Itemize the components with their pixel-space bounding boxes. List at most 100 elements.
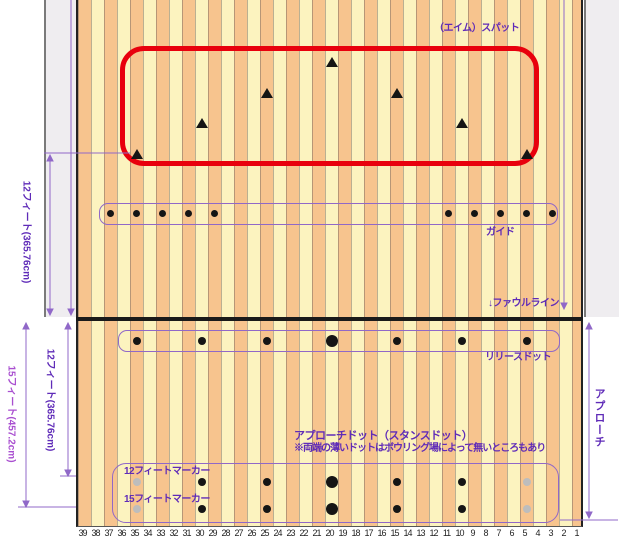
board-number: 38 — [91, 528, 100, 538]
stance-dot-15ft — [522, 505, 531, 513]
stance-dot-15ft — [197, 505, 206, 513]
stance-dot-12ft — [132, 478, 141, 486]
guide-dot — [471, 210, 478, 217]
stance-dot-15ft — [132, 505, 141, 513]
aim-spot-arrows-layer — [78, 0, 581, 317]
board-number: 6 — [509, 528, 514, 538]
guide-dots-box — [99, 203, 558, 225]
marker-12ft-label: 12フィートマーカー — [124, 466, 210, 477]
board-number: 37 — [104, 528, 113, 538]
board-number: 9 — [470, 528, 475, 538]
guide-dot — [185, 210, 192, 217]
approach-dots-note: ※両端の薄いドットはボウリング場によって無いところもあり — [294, 443, 546, 454]
release-dots-layer — [78, 321, 581, 526]
aim-spot-arrow — [130, 149, 143, 159]
board-number: 4 — [535, 528, 540, 538]
guide-dot — [497, 210, 504, 217]
guide-dot — [211, 210, 218, 217]
board-number: 2 — [561, 528, 566, 538]
board-number: 23 — [286, 528, 295, 538]
aim-spot-arrow — [390, 88, 403, 98]
foul-line-label: ↓ファウルライン — [488, 298, 560, 309]
guide-dot — [107, 210, 114, 217]
aim-spot-arrow — [195, 118, 208, 128]
stance-dot-12ft — [457, 478, 466, 486]
board-number: 10 — [455, 528, 464, 538]
guide-label: ガイド — [486, 227, 515, 238]
approach-surface: リリースドット アプローチドット（スタンスドット） ※両端の薄いドットはボウリン… — [76, 321, 583, 527]
guide-dot — [549, 210, 556, 217]
approach-measure-label: アプローチ — [593, 388, 605, 448]
board-number: 36 — [117, 528, 126, 538]
board-number: 26 — [247, 528, 256, 538]
release-dot — [197, 337, 206, 345]
board-number: 15 — [390, 528, 399, 538]
board-number: 24 — [273, 528, 282, 538]
board-number: 3 — [548, 528, 553, 538]
board-number: 29 — [208, 528, 217, 538]
board-number: 31 — [182, 528, 191, 538]
stance-dot-15ft — [325, 503, 338, 515]
guide-dot — [159, 210, 166, 217]
board-number: 30 — [195, 528, 204, 538]
release-dot — [325, 335, 338, 347]
guide-dot — [445, 210, 452, 217]
approach-15ft-measure-label: 15フィート(457.2cm) — [5, 365, 17, 463]
board-number: 7 — [496, 528, 501, 538]
guide-dot — [523, 210, 530, 217]
release-dots-box — [118, 330, 560, 352]
right-gutter — [584, 0, 619, 317]
aim-spots-box — [120, 46, 539, 166]
release-dots-label: リリースドット — [485, 352, 552, 363]
board-number: 5 — [522, 528, 527, 538]
aim-spot-arrow — [325, 57, 338, 67]
release-dot — [522, 337, 531, 345]
stance-dots-layer — [78, 321, 581, 526]
approach-dots-box — [112, 463, 559, 523]
board-number: 34 — [143, 528, 152, 538]
board-number: 1 — [574, 528, 579, 538]
release-dot — [392, 337, 401, 345]
board-number: 32 — [169, 528, 178, 538]
board-number: 8 — [483, 528, 488, 538]
guide-dot — [133, 210, 140, 217]
left-gutter — [44, 0, 76, 317]
board-number: 14 — [403, 528, 412, 538]
board-numbers-row: 39 38 37 36 35 34 33 32 31 30 29 28 27 26 25 24 23 22 21 20… — [76, 528, 583, 540]
board-number: 17 — [364, 528, 373, 538]
board-number: 39 — [78, 528, 87, 538]
aim-spot-arrow — [520, 149, 533, 159]
stance-dot-15ft — [457, 505, 466, 513]
stance-dot-15ft — [392, 505, 401, 513]
stance-dot-12ft — [262, 478, 271, 486]
aim-spot-arrow — [455, 118, 468, 128]
board-number: 18 — [351, 528, 360, 538]
marker-15ft-label: 15フィートマーカー — [124, 494, 210, 505]
release-dot — [132, 337, 141, 345]
board-number: 35 — [130, 528, 139, 538]
stance-dot-12ft — [197, 478, 206, 486]
board-number: 28 — [221, 528, 230, 538]
board-number: 21 — [312, 528, 321, 538]
lane-surface: （エイム）スパット ガイド ↓ファウルライン — [76, 0, 583, 317]
board-number: 27 — [234, 528, 243, 538]
board-number: 13 — [416, 528, 425, 538]
approach-dots-title: アプローチドット（スタンスドット） — [294, 430, 473, 442]
aim-spot-arrow — [260, 88, 273, 98]
release-dot — [262, 337, 271, 345]
board-number: 19 — [338, 528, 347, 538]
board-number: 33 — [156, 528, 165, 538]
board-number: 20 — [325, 528, 334, 538]
board-number: 25 — [260, 528, 269, 538]
stance-dot-15ft — [262, 505, 271, 513]
stance-dot-12ft — [392, 478, 401, 486]
board-number: 16 — [377, 528, 386, 538]
approach-12ft-measure-label: 12フィート(365.76cm) — [44, 348, 56, 452]
stance-dot-12ft — [522, 478, 531, 486]
board-number: 11 — [442, 528, 451, 538]
guide-dots-layer — [78, 0, 581, 317]
release-dot — [457, 337, 466, 345]
aim-spots-label: （エイム）スパット — [434, 23, 520, 34]
lane-12ft-measure-label: 12フィート(365.76cm) — [20, 180, 32, 284]
